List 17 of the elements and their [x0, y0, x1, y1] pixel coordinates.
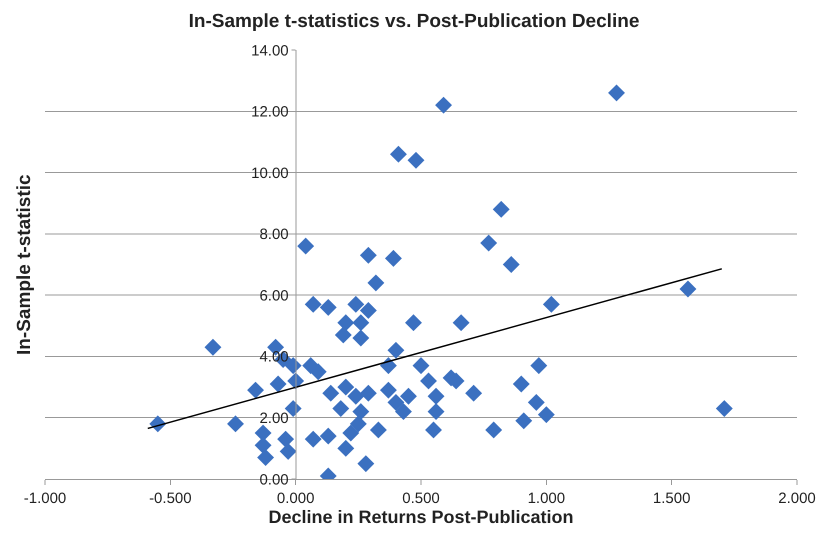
y-tick-label: 12.00 [251, 104, 289, 121]
x-tick-label: 1.000 [528, 490, 566, 507]
y-tick-label: 6.00 [259, 287, 289, 304]
x-tick-label: 1.500 [652, 490, 690, 507]
x-axis-title: Decline in Returns Post-Publication [268, 507, 574, 528]
y-tick-label: 0.00 [259, 471, 289, 488]
x-tick-label: 0.000 [276, 490, 314, 507]
y-axis-title: In-Sample t-statistic [14, 174, 35, 355]
chart-title: In-Sample t-statistics vs. Post-Publication Decline [188, 10, 640, 32]
x-tick-label: 2.000 [778, 490, 816, 507]
y-tick-label: 14.00 [251, 42, 289, 60]
x-tick-label: -1.000 [24, 490, 66, 507]
x-tick-label: -0.500 [149, 490, 192, 507]
y-tick-label: 8.00 [259, 226, 289, 244]
y-tick-label: 2.00 [259, 410, 289, 427]
y-tick-label: 10.00 [251, 164, 289, 182]
x-tick-label: 0.500 [402, 490, 440, 507]
